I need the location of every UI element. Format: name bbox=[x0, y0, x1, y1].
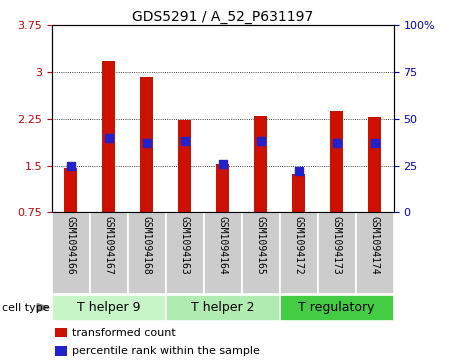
Bar bbox=[292, 174, 306, 212]
Point bbox=[295, 168, 302, 174]
Bar bbox=[64, 168, 77, 212]
Text: GSM1094167: GSM1094167 bbox=[104, 216, 114, 275]
Point bbox=[371, 140, 378, 146]
Bar bbox=[52, 295, 166, 321]
Text: GSM1094163: GSM1094163 bbox=[180, 216, 190, 275]
Point bbox=[333, 140, 340, 146]
Bar bbox=[216, 164, 230, 212]
Point bbox=[257, 138, 264, 144]
Text: T regulatory: T regulatory bbox=[298, 301, 375, 314]
Text: transformed count: transformed count bbox=[72, 328, 176, 338]
Point bbox=[181, 138, 189, 144]
Bar bbox=[280, 212, 318, 294]
Text: percentile rank within the sample: percentile rank within the sample bbox=[72, 346, 260, 356]
Point bbox=[219, 161, 226, 167]
Point bbox=[143, 140, 150, 146]
Text: GSM1094172: GSM1094172 bbox=[294, 216, 304, 275]
Text: T helper 2: T helper 2 bbox=[191, 301, 255, 314]
Bar bbox=[90, 212, 128, 294]
Bar bbox=[140, 77, 153, 212]
Text: GSM1094165: GSM1094165 bbox=[256, 216, 266, 275]
Bar bbox=[280, 295, 394, 321]
Bar bbox=[242, 212, 280, 294]
Bar bbox=[368, 117, 382, 212]
Bar bbox=[102, 61, 115, 212]
Bar bbox=[55, 328, 67, 337]
Bar bbox=[166, 212, 204, 294]
Text: GSM1094166: GSM1094166 bbox=[66, 216, 76, 275]
Text: T helper 9: T helper 9 bbox=[77, 301, 140, 314]
Bar bbox=[330, 111, 343, 212]
Text: GSM1094168: GSM1094168 bbox=[142, 216, 152, 275]
Bar bbox=[254, 117, 267, 212]
Bar bbox=[55, 346, 67, 356]
Text: cell type: cell type bbox=[2, 303, 50, 313]
Bar bbox=[52, 212, 90, 294]
Text: GSM1094174: GSM1094174 bbox=[370, 216, 380, 275]
Bar bbox=[166, 295, 280, 321]
Bar bbox=[204, 212, 242, 294]
Text: GSM1094173: GSM1094173 bbox=[332, 216, 342, 275]
Text: GSM1094164: GSM1094164 bbox=[218, 216, 228, 275]
Bar bbox=[178, 120, 191, 212]
Point bbox=[105, 135, 112, 140]
Bar bbox=[128, 212, 166, 294]
Bar bbox=[356, 212, 394, 294]
Point bbox=[67, 163, 74, 168]
Bar bbox=[318, 212, 356, 294]
Polygon shape bbox=[37, 303, 49, 312]
Title: GDS5291 / A_52_P631197: GDS5291 / A_52_P631197 bbox=[132, 11, 313, 24]
